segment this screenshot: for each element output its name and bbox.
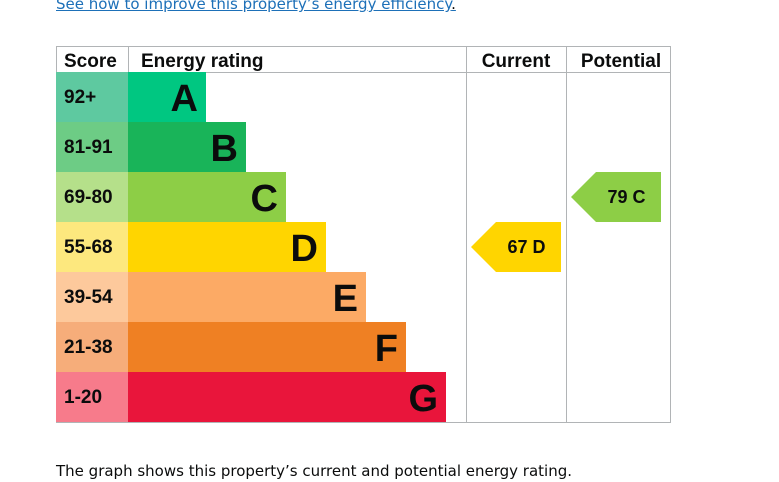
link-trailing-period: . <box>451 0 456 13</box>
rating-letter-e: E <box>333 278 358 320</box>
rating-letter-b: B <box>211 128 238 170</box>
score-cell-a <box>56 72 128 122</box>
rating-bar-c <box>128 172 286 222</box>
rating-bar-e <box>128 272 366 322</box>
score-label-e: 39-54 <box>64 287 113 308</box>
rating-bar-g <box>128 372 446 422</box>
potential-header: Potential <box>581 51 661 72</box>
rating-letter-d: D <box>291 228 318 270</box>
score-header: Score <box>64 51 117 72</box>
score-label-a: 92+ <box>64 87 96 108</box>
score-label-g: 1-20 <box>64 387 102 408</box>
score-label-f: 21-38 <box>64 337 113 358</box>
rating-bar-f <box>128 322 406 372</box>
rating-bar-a <box>128 72 206 122</box>
score-label-d: 55-68 <box>64 237 113 258</box>
score-cell-c <box>56 172 128 222</box>
potential-rating-label: 79 C <box>607 187 645 207</box>
score-label-b: 81-91 <box>64 137 113 158</box>
energy-rating-chart: Score Energy rating Current Potential 92… <box>56 46 671 423</box>
score-cell-d <box>56 222 128 272</box>
improve-efficiency-link[interactable]: See how to improve this property’s energ… <box>56 0 452 13</box>
score-label-c: 69-80 <box>64 187 113 208</box>
rating-letter-a: A <box>171 78 198 120</box>
score-cell-e <box>56 272 128 322</box>
rating-letter-c: C <box>251 178 278 220</box>
rating-letter-g: G <box>408 378 438 420</box>
rating-bands: 92+ A 81-91 B 69-80 C 55-68 D 39-54 E 21-38 F 1-20 G <box>56 72 446 422</box>
current-rating-label: 67 D <box>507 237 545 257</box>
rating-bar-d <box>128 222 326 272</box>
energy-rating-header: Energy rating <box>141 51 263 72</box>
score-cell-b <box>56 122 128 172</box>
current-header: Current <box>482 51 551 72</box>
rating-letter-f: F <box>375 328 398 370</box>
score-cell-g <box>56 372 128 422</box>
rating-markers: 67 D 79 C <box>471 172 661 272</box>
potential-rating-arrow <box>571 172 661 222</box>
improve-efficiency-link-wrap: See how to improve this property’s energ… <box>56 0 456 14</box>
chart-caption: The graph shows this property’s current … <box>56 462 572 480</box>
current-rating-arrow <box>471 222 561 272</box>
score-cell-f <box>56 322 128 372</box>
column-headers: Score Energy rating Current Potential <box>64 51 661 72</box>
rating-bar-b <box>128 122 246 172</box>
